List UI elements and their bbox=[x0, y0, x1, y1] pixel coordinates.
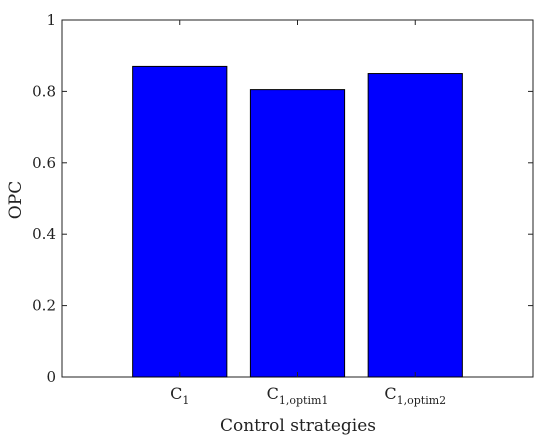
x-tick-label: C1,optim2 bbox=[384, 384, 446, 407]
bar-2 bbox=[249, 89, 346, 378]
x-tick-label: C1 bbox=[170, 384, 189, 407]
y-tick-label: 0 bbox=[46, 368, 56, 386]
y-tick-label: 0.6 bbox=[32, 154, 56, 172]
y-tick-label: 0.2 bbox=[32, 297, 56, 315]
y-axis-label: OPC bbox=[6, 181, 26, 219]
y-tick-label: 1 bbox=[46, 11, 56, 29]
bar-1 bbox=[132, 65, 228, 378]
y-tick-label: 0.8 bbox=[32, 82, 56, 100]
x-axis-label: Control strategies bbox=[220, 416, 376, 436]
y-tick-label: 0.4 bbox=[32, 225, 56, 243]
x-tick-label: C1,optim1 bbox=[267, 384, 329, 407]
plot-area: 0 0.2 0.4 0.6 0.8 1 C1 C1,optim1 C1,optim2 bbox=[32, 11, 534, 407]
bar-3 bbox=[367, 73, 463, 378]
